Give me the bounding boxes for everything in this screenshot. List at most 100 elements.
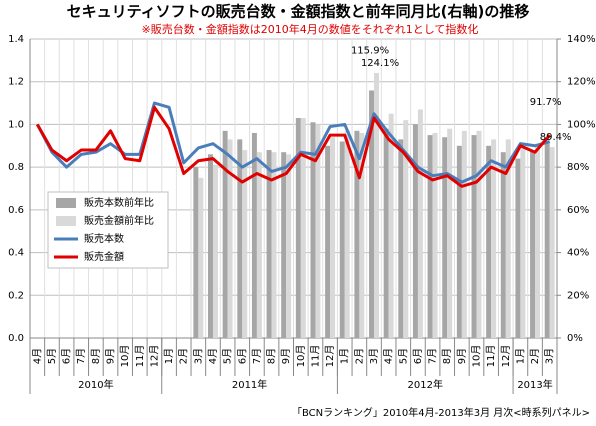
legend-swatch: [56, 216, 76, 226]
y2-tick-label: 120%: [567, 77, 596, 88]
x-tick-label: 10月: [119, 345, 131, 368]
x-tick-label: 12月: [324, 345, 336, 368]
x-tick-label: 5月: [397, 348, 409, 364]
bar: [544, 142, 550, 338]
x-tick-label: 1月: [339, 348, 351, 364]
x-tick-label: 7月: [427, 348, 439, 364]
x-tick-label: 4月: [207, 348, 219, 364]
chart-subtitle: ※販売台数・金額指数は2010年4月の数値をそれぞれ1として指数化: [142, 22, 479, 36]
x-tick-label: 4月: [31, 348, 43, 364]
x-tick-label: 9月: [280, 348, 292, 364]
x-tick-label: 7月: [251, 348, 263, 364]
bar: [354, 130, 360, 338]
x-tick-label: 8月: [441, 348, 453, 364]
bar: [388, 113, 394, 338]
bar: [330, 137, 336, 338]
x-tick-label: 2月: [529, 348, 541, 364]
bar: [369, 90, 375, 339]
bar: [432, 132, 438, 338]
bar: [515, 158, 521, 338]
bar: [359, 132, 365, 338]
bar: [271, 152, 277, 338]
y-tick-label: 1.4: [8, 34, 24, 45]
bar: [227, 139, 233, 338]
bar: [500, 152, 506, 338]
y2-tick-label: 100%: [567, 119, 596, 130]
y-tick-label: 0.4: [8, 248, 24, 259]
x-tick-label: 8月: [90, 348, 102, 364]
bar: [530, 150, 536, 338]
x-tick-label: 3月: [192, 348, 204, 364]
bar: [212, 165, 218, 338]
x-tick-label: 6月: [61, 348, 73, 364]
bar: [198, 177, 204, 338]
x-tick-label: 8月: [266, 348, 278, 364]
legend-swatch: [56, 198, 76, 208]
value-label: 89.4%: [540, 132, 572, 143]
bar: [251, 132, 257, 338]
year-label: 2012年: [408, 378, 443, 391]
bar: [412, 124, 418, 338]
y2-tick-label: 140%: [567, 34, 596, 45]
bar: [237, 139, 243, 338]
legend-label: 販売金額前年比: [84, 214, 154, 227]
bar: [417, 109, 423, 338]
x-tick-label: 5月: [222, 348, 234, 364]
bar: [300, 118, 306, 339]
legend-label: 販売本数: [84, 232, 124, 245]
value-label: 124.1%: [361, 58, 399, 69]
bar: [491, 139, 497, 338]
value-label: 91.7%: [530, 97, 562, 108]
x-tick-label: 1月: [514, 348, 526, 364]
y-tick-label: 0.6: [8, 205, 24, 216]
bar: [256, 152, 262, 338]
y-tick-label: 1.2: [8, 77, 24, 88]
x-tick-label: 11月: [309, 345, 321, 368]
bar: [398, 139, 404, 338]
x-tick-label: 2月: [178, 348, 190, 364]
x-tick-label: 6月: [412, 348, 424, 364]
x-tick-label: 5月: [46, 348, 58, 364]
bar: [242, 150, 248, 338]
bar: [456, 145, 462, 338]
x-tick-label: 3月: [368, 348, 380, 364]
y-tick-label: 0.0: [8, 333, 24, 344]
bar: [266, 150, 272, 338]
value-label: 115.9%: [351, 45, 389, 56]
bar: [315, 124, 321, 338]
y2-tick-label: 80%: [567, 162, 589, 173]
x-tick-label: 12月: [500, 345, 512, 368]
bar: [442, 137, 448, 338]
year-label: 2013年: [517, 378, 552, 391]
bar: [374, 72, 379, 338]
bar: [549, 147, 555, 338]
x-tick-label: 3月: [544, 348, 556, 364]
bar: [286, 154, 292, 338]
x-tick-label: 11月: [485, 345, 497, 368]
bar: [222, 130, 228, 338]
line: [36, 105, 551, 188]
bar: [427, 135, 433, 338]
x-tick-label: 6月: [236, 348, 248, 364]
x-tick-label: 11月: [134, 345, 146, 368]
bar: [325, 145, 331, 338]
x-tick-label: 10月: [295, 345, 307, 368]
bar: [281, 152, 287, 338]
bar: [520, 145, 526, 338]
bar: [193, 167, 199, 338]
x-tick-label: 12月: [148, 345, 160, 368]
x-tick-label: 2月: [353, 348, 365, 364]
bar: [295, 118, 301, 339]
legend-label: 販売金額: [84, 250, 124, 263]
year-label: 2011年: [232, 378, 267, 391]
bar: [505, 139, 511, 338]
y-tick-label: 0.2: [8, 290, 24, 301]
y2-tick-label: 20%: [567, 290, 589, 301]
y2-tick-label: 0%: [567, 333, 583, 344]
x-tick-label: 4月: [383, 348, 395, 364]
bar: [447, 128, 453, 338]
source-note: 「BCNランキング」2010年4月-2013年3月 月次<時系列パネル>: [292, 406, 590, 419]
chart-title: セキュリティソフトの販売台数・金額指数と前年同月比(右軸)の推移: [67, 3, 530, 21]
